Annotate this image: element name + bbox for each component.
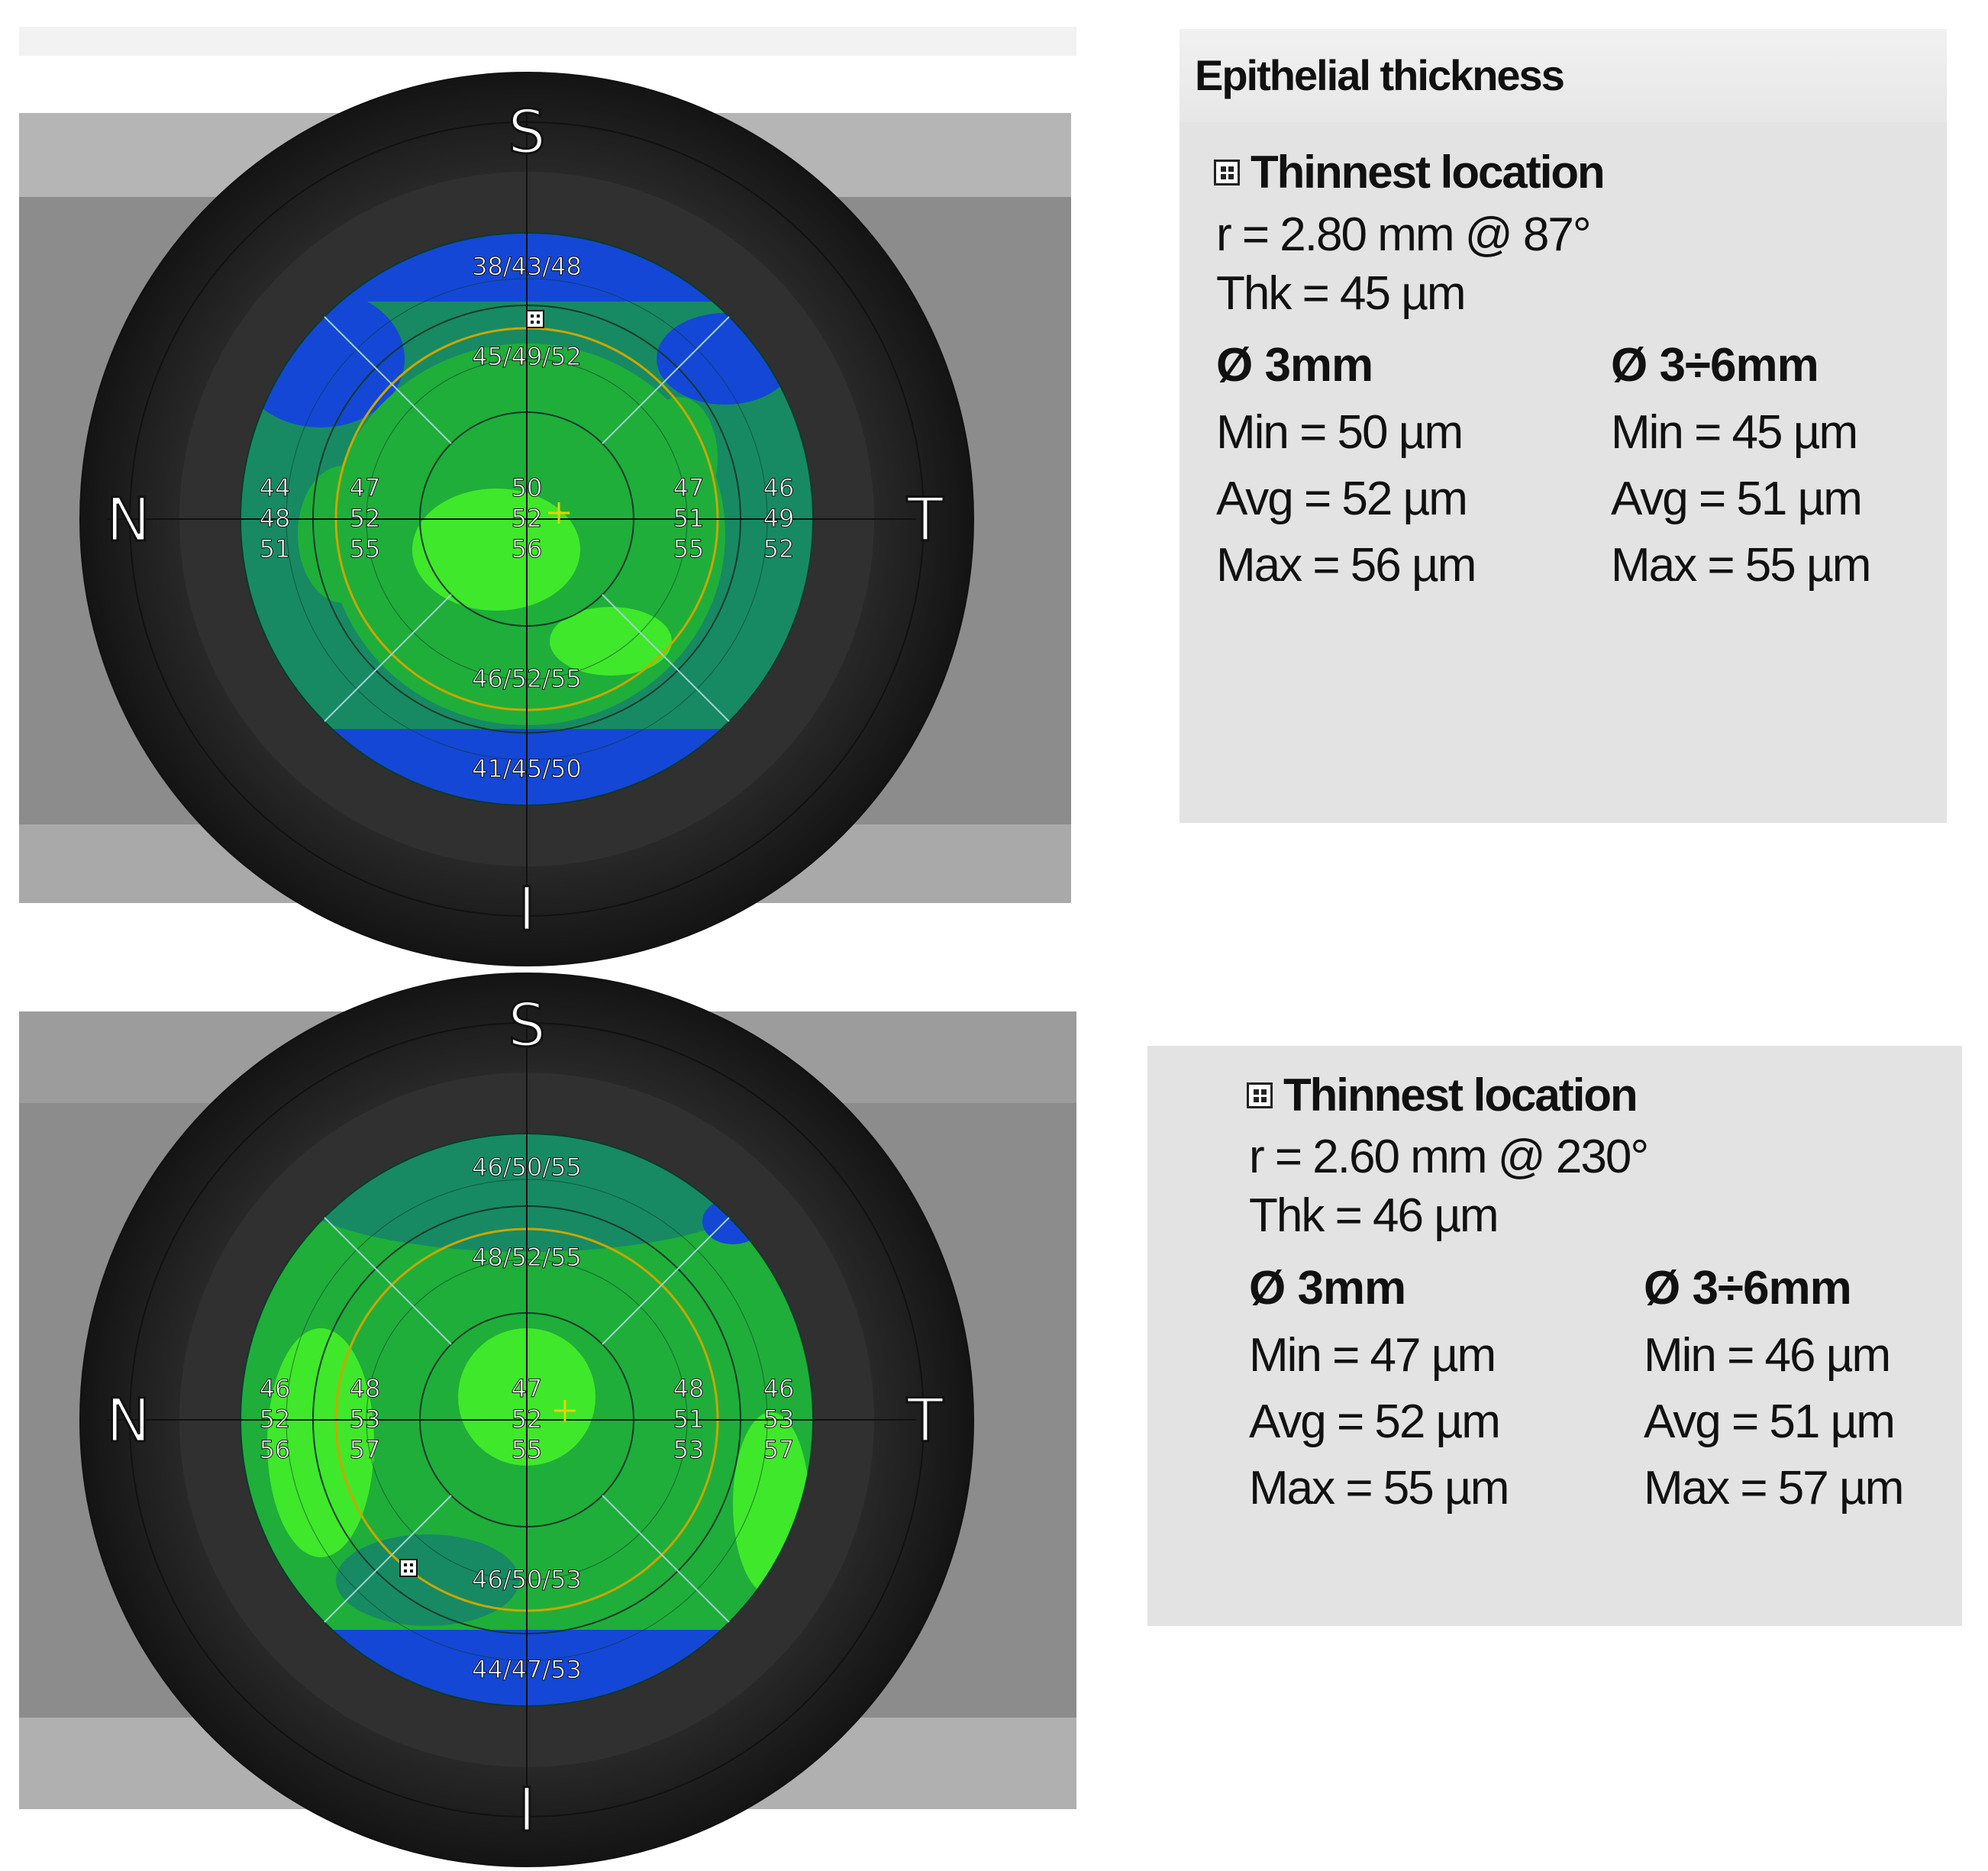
zone-3mm-header: Ø 3mm — [1249, 1262, 1406, 1315]
zone-3-6mm-avg: Avg = 51 µm — [1611, 473, 1863, 525]
zone-value-temporal-inner-max: 55 — [673, 534, 705, 563]
zone-value-temporal-outer-min: 46 — [763, 1374, 795, 1403]
panel-title: Epithelial thickness — [1195, 51, 1565, 99]
zone-3mm-max: Max = 55 µm — [1249, 1462, 1509, 1515]
inferior-label: I — [518, 1776, 535, 1845]
nasal-label: N — [106, 1387, 150, 1456]
zone-value-inferior-outer: 44/47/53 — [472, 1655, 582, 1684]
zone-value-inferior-inner: 46/52/55 — [472, 664, 582, 693]
zone-value-temporal-outer-max: 57 — [763, 1435, 795, 1464]
thinnest-radius-angle: r = 2.60 mm @ 230° — [1249, 1131, 1649, 1183]
thinnest-location-icon[interactable] — [1247, 1082, 1273, 1108]
zone-value-nasal-inner-min: 48 — [350, 1374, 381, 1403]
zone-3-6mm-header: Ø 3÷6mm — [1611, 339, 1819, 392]
crosshair-plus-icon — [548, 502, 570, 524]
zone-value-nasal-outer-avg: 52 — [260, 1405, 291, 1434]
zone-value-nasal-outer-max: 56 — [260, 1435, 291, 1464]
zone-3-6mm-min: Min = 45 µm — [1611, 406, 1858, 459]
panel-header: Epithelial thickness — [1180, 29, 1947, 122]
temporal-label: T — [906, 486, 944, 555]
zone-value-center-max: 56 — [512, 534, 543, 563]
thinnest-location-row: Thinnest location — [1247, 1069, 1638, 1121]
zone-value-nasal-outer-min: 44 — [260, 473, 291, 502]
zone-value-nasal-inner-avg: 52 — [350, 504, 381, 533]
zone-value-superior-inner: 48/52/55 — [472, 1243, 582, 1272]
zone-value-inferior-outer: 41/45/50 — [472, 754, 582, 783]
zone-value-nasal-outer-max: 51 — [260, 534, 291, 563]
zone-3mm-min: Min = 50 µm — [1216, 406, 1464, 459]
zone-3mm-max: Max = 56 µm — [1216, 539, 1476, 592]
zone-value-temporal-inner-avg: 51 — [673, 504, 705, 533]
zone-value-nasal-inner-min: 47 — [350, 473, 381, 502]
zone-3-6mm-max: Max = 55 µm — [1611, 539, 1871, 592]
thinnest-location-icon[interactable] — [1214, 159, 1240, 185]
zone-value-center-min: 50 — [512, 473, 543, 502]
thinnest-location-row: Thinnest location — [1214, 146, 1606, 198]
zone-value-center-avg: 52 — [512, 504, 543, 533]
temporal-label: T — [906, 1387, 944, 1456]
thinnest-thickness: Thk = 45 µm — [1216, 267, 1467, 320]
zone-value-temporal-inner-max: 53 — [673, 1435, 705, 1464]
zone-value-temporal-outer-avg: 49 — [763, 504, 795, 533]
zone-value-center-max: 55 — [512, 1435, 543, 1464]
zone-value-inferior-inner: 46/50/53 — [472, 1565, 582, 1594]
zone-3-6mm-avg: Avg = 51 µm — [1644, 1395, 1896, 1448]
zone-value-temporal-inner-min: 47 — [673, 473, 705, 502]
thinnest-location-label: Thinnest location — [1251, 147, 1606, 198]
zone-3mm-avg: Avg = 52 µm — [1216, 473, 1468, 525]
zone-value-temporal-outer-min: 46 — [763, 473, 795, 502]
zone-value-nasal-inner-avg: 53 — [350, 1405, 381, 1434]
zone-value-center-avg: 52 — [512, 1405, 543, 1434]
zone-value-center-min: 47 — [512, 1374, 543, 1403]
thinnest-location-icon[interactable] — [399, 1559, 418, 1577]
zone-value-nasal-inner-max: 55 — [350, 534, 381, 563]
thinnest-radius-angle: r = 2.80 mm @ 87° — [1216, 208, 1592, 261]
zone-value-temporal-inner-min: 48 — [673, 1374, 705, 1403]
zone-value-superior-inner: 45/49/52 — [472, 342, 582, 371]
zone-3mm-min: Min = 47 µm — [1249, 1329, 1496, 1382]
superior-label: S — [508, 98, 546, 167]
zone-3mm-header: Ø 3mm — [1216, 339, 1373, 392]
top-toolbar-strip — [19, 27, 1076, 56]
thinnest-location-icon[interactable] — [526, 310, 544, 328]
epithelial-stats-panel-1: Epithelial thickness Thinnest location r… — [1180, 29, 1947, 823]
zone-3mm-avg: Avg = 52 µm — [1249, 1395, 1501, 1448]
zone-value-nasal-outer-avg: 48 — [260, 504, 291, 533]
zone-value-temporal-outer-avg: 53 — [763, 1405, 795, 1434]
nasal-label: N — [106, 486, 150, 555]
thinnest-location-label: Thinnest location — [1283, 1069, 1638, 1121]
zone-value-superior-outer: 46/50/55 — [472, 1153, 582, 1182]
zone-3-6mm-min: Min = 46 µm — [1644, 1329, 1891, 1382]
zone-value-nasal-outer-min: 46 — [260, 1374, 291, 1403]
epithelial-map-1: S N T I 38/43/48 45/49/52 46/52/55 41/45… — [0, 0, 1092, 985]
zone-value-nasal-inner-max: 57 — [350, 1435, 381, 1464]
zone-3-6mm-max: Max = 57 µm — [1644, 1462, 1904, 1515]
zone-value-temporal-outer-max: 52 — [763, 534, 795, 563]
superior-label: S — [508, 992, 546, 1060]
inferior-label: I — [518, 876, 535, 944]
zone-3-6mm-header: Ø 3÷6mm — [1644, 1262, 1852, 1315]
epithelial-stats-panel-2: Thinnest location r = 2.60 mm @ 230° Thk… — [1147, 1046, 1962, 1626]
epithelial-map-2: S N T I 46/50/55 48/52/55 46/50/53 44/47… — [0, 969, 1092, 1871]
crosshair-plus-icon — [554, 1400, 576, 1421]
zone-value-temporal-inner-avg: 51 — [673, 1405, 705, 1434]
thinnest-thickness: Thk = 46 µm — [1249, 1189, 1499, 1242]
zone-value-superior-outer: 38/43/48 — [472, 252, 582, 281]
